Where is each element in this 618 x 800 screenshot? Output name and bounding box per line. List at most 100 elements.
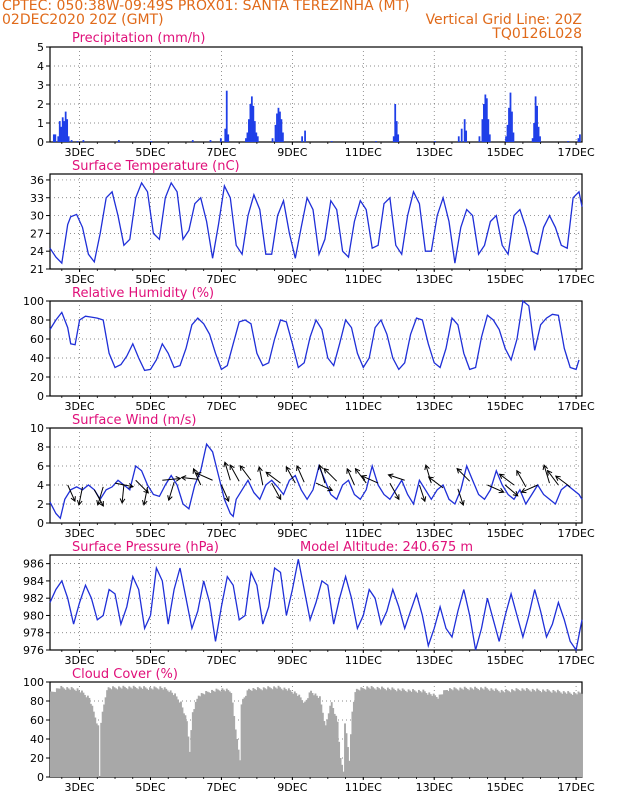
cloud-bar bbox=[480, 687, 482, 777]
cloud-bar bbox=[555, 692, 558, 777]
cloud-bar bbox=[169, 690, 172, 777]
cloud-bar bbox=[313, 695, 315, 777]
cloud-bar bbox=[564, 692, 567, 777]
cloud-bar bbox=[577, 691, 580, 777]
wind-arrow-head bbox=[98, 500, 104, 507]
cloud-bar bbox=[51, 691, 54, 777]
cloud-bar bbox=[482, 689, 485, 777]
cloud-bar bbox=[175, 696, 178, 777]
wind-arrow bbox=[504, 484, 519, 497]
cloud-bar bbox=[506, 690, 509, 777]
precip-bar bbox=[512, 132, 515, 142]
precip-bar bbox=[465, 130, 468, 142]
cloud-bar bbox=[262, 687, 265, 777]
cloud-bar bbox=[417, 689, 420, 777]
precip-bar bbox=[256, 136, 259, 142]
cloud-bar bbox=[211, 689, 213, 777]
wind-arrow-head bbox=[459, 499, 465, 506]
cloud-bar bbox=[252, 687, 255, 777]
wind-arrow bbox=[355, 468, 367, 484]
precip-bar bbox=[276, 113, 278, 142]
precip-bar bbox=[301, 136, 303, 142]
cloud-bar bbox=[218, 690, 221, 777]
cloud-bar bbox=[156, 688, 159, 777]
cloud-bar bbox=[326, 719, 329, 777]
cloud-bar bbox=[419, 691, 422, 777]
cloud-bar bbox=[438, 694, 441, 777]
cloud-bar bbox=[491, 689, 494, 777]
cloud-bar bbox=[143, 686, 145, 777]
cloud-bar bbox=[367, 687, 370, 777]
wind-xtick-label: 7DEC bbox=[206, 527, 236, 540]
precip-bar bbox=[375, 141, 377, 142]
precipitation-ytick-label: 0 bbox=[37, 136, 44, 149]
cloud-bar bbox=[335, 715, 338, 777]
cloud-bar bbox=[163, 687, 166, 777]
cloud-bar bbox=[392, 688, 395, 777]
cloud-bar bbox=[423, 691, 426, 777]
humidity-title: Relative Humidity (%) bbox=[72, 286, 214, 301]
cloud-bar bbox=[277, 685, 280, 777]
cloud-bar bbox=[298, 694, 301, 777]
cloud-bar bbox=[50, 691, 52, 777]
cloud-bar bbox=[311, 692, 314, 777]
precipitation-ytick-label: 4 bbox=[37, 60, 44, 73]
humidity-frame bbox=[49, 300, 583, 397]
cloud-bar bbox=[363, 688, 366, 777]
wind-ytick-label: 10 bbox=[30, 422, 44, 435]
cloud-bar bbox=[307, 698, 310, 777]
cloud-bar bbox=[206, 691, 209, 777]
humidity-ytick-label: 60 bbox=[30, 333, 44, 346]
wind-arrow bbox=[121, 484, 125, 504]
wind-arrow bbox=[220, 484, 230, 502]
cloud-bar bbox=[341, 764, 343, 777]
cloud-bar bbox=[358, 690, 361, 777]
precipitation-xtick-label: 3DEC bbox=[65, 146, 95, 159]
cloud-bar bbox=[552, 690, 555, 777]
cloud-bar bbox=[494, 688, 497, 777]
precip-bar bbox=[63, 121, 66, 142]
cloud-bar bbox=[460, 688, 463, 777]
wind-arrow-head bbox=[141, 499, 148, 506]
wind-xtick-label: 5DEC bbox=[135, 527, 165, 540]
precip-bar bbox=[485, 98, 488, 142]
cloud-bar bbox=[172, 695, 175, 777]
wind-arrow bbox=[271, 482, 282, 500]
cloud-bar bbox=[499, 692, 502, 777]
cloud-bar bbox=[509, 692, 512, 777]
precip-bar bbox=[463, 119, 466, 142]
cloud-bar bbox=[364, 689, 367, 777]
wind-arrow bbox=[555, 475, 571, 488]
header-grid-note: Vertical Grid Line: 20Z bbox=[425, 12, 582, 28]
cloud-bar bbox=[279, 687, 281, 777]
wind-ytick-label: 0 bbox=[37, 517, 44, 530]
precipitation-frame bbox=[49, 46, 583, 143]
cloud-bar bbox=[530, 691, 533, 777]
cloud-bar bbox=[372, 687, 375, 777]
wind-arrow-head bbox=[456, 467, 463, 474]
precip-bar bbox=[539, 136, 541, 142]
cloud-bar bbox=[472, 689, 475, 777]
precip-bar bbox=[57, 136, 60, 142]
wind-arrow bbox=[318, 464, 326, 484]
cloud-bar bbox=[178, 702, 181, 777]
precip-bar bbox=[66, 119, 69, 142]
precipitation-title: Precipitation (mm/h) bbox=[72, 31, 205, 46]
cloud-bar bbox=[191, 712, 194, 777]
precip-bar bbox=[279, 111, 281, 142]
cloud-bar bbox=[283, 687, 286, 777]
precip-bar bbox=[252, 105, 255, 142]
precipitation-xtick-label: 11DEC bbox=[345, 146, 382, 159]
cloud-bar bbox=[550, 692, 553, 777]
wind-arrow bbox=[181, 477, 198, 480]
cloud-bar bbox=[52, 691, 55, 777]
cloud-bar bbox=[500, 689, 503, 777]
cloud-bar bbox=[61, 687, 64, 777]
precip-bar bbox=[61, 117, 64, 142]
wind-arrow-head bbox=[285, 465, 291, 472]
cloud-bar bbox=[259, 689, 262, 777]
precip-bar bbox=[534, 96, 537, 142]
precip-bar bbox=[58, 121, 61, 142]
cloud-bar bbox=[231, 702, 234, 777]
